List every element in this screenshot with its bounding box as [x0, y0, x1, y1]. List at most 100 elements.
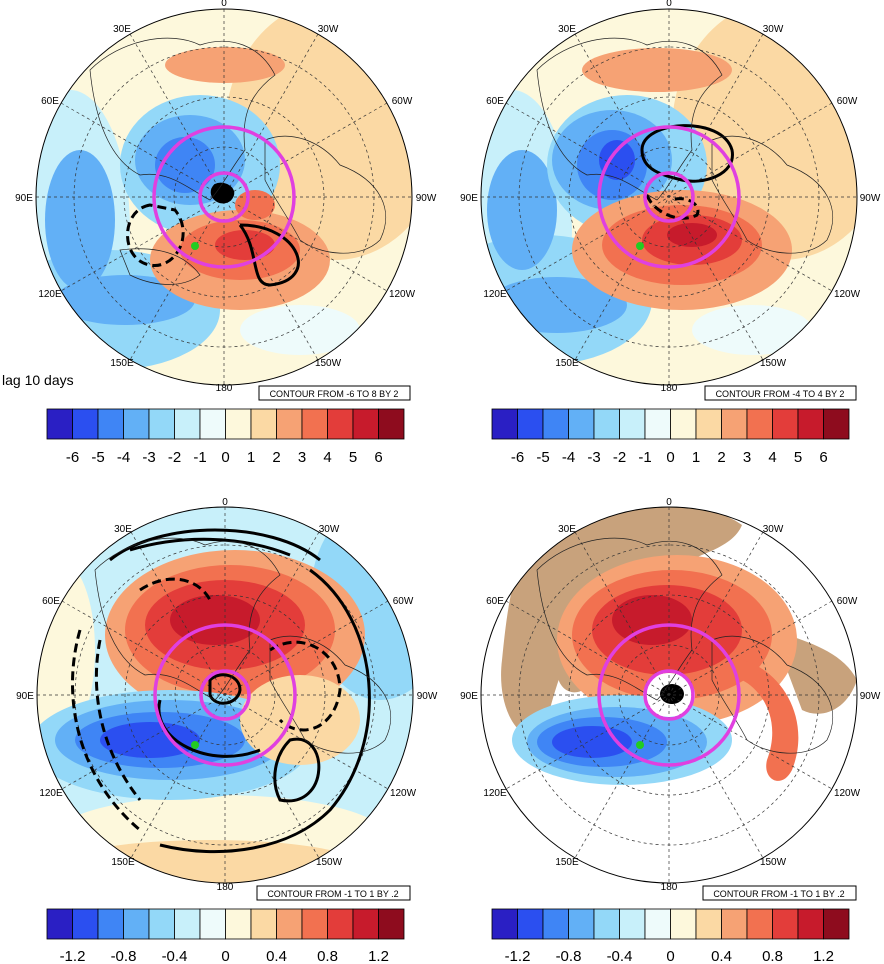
colorbar-tick-label: 1	[692, 449, 700, 466]
colorbar-swatch	[276, 908, 303, 940]
lon-label-150e: 150E	[111, 857, 135, 868]
lon-label-120e: 120E	[38, 289, 62, 300]
lon-label-180: 180	[661, 383, 678, 394]
lon-label-180: 180	[217, 882, 234, 893]
colorbar-swatch	[378, 908, 405, 940]
lon-label-150e: 150E	[110, 358, 134, 369]
lon-label-30e: 30E	[114, 524, 132, 535]
colorbar-tick-label: 2	[717, 449, 725, 466]
colorbar-swatch	[542, 408, 569, 440]
contour-info-box	[704, 385, 857, 401]
lon-label-90e: 90E	[460, 691, 478, 702]
map-border	[36, 506, 414, 884]
contour-info-label: CONTOUR FROM -6 TO 8 BY 2	[270, 389, 399, 399]
colorbar-swatch	[250, 908, 277, 940]
colorbar-tick-label: -0.8	[556, 948, 582, 964]
contour-info-label: CONTOUR FROM -1 TO 1 BY .2	[267, 889, 398, 899]
lon-label-150e: 150E	[555, 857, 579, 868]
contour-info-label: CONTOUR FROM -1 TO 1 BY .2	[713, 889, 844, 899]
colorbar-tick-label: 5	[349, 449, 357, 466]
colorbar-swatch	[695, 908, 722, 940]
colorbar-swatch	[46, 908, 73, 940]
colorbar-swatch	[327, 408, 354, 440]
colorbar-tick-label: -1	[193, 449, 206, 466]
colorbar-swatch	[517, 408, 544, 440]
land-outlines	[94, 537, 392, 754]
colorbar-tick-label: -2	[168, 449, 181, 466]
colorbar-swatch	[352, 408, 379, 440]
colorbar-tick-label: -0.8	[111, 948, 137, 964]
colorbar-swatch	[721, 408, 748, 440]
lon-label-120e: 120E	[39, 788, 63, 799]
colorbar: -6 -5 -4 -3 -2 -1 0 1 2 3 4 5 6	[491, 408, 850, 466]
lon-label-60e: 60E	[486, 96, 504, 107]
colorbar-tick-label: 5	[794, 449, 802, 466]
colorbar-tick-label: 1.2	[813, 948, 834, 964]
colorbar-swatch	[352, 908, 379, 940]
lon-label-120e: 120E	[483, 289, 507, 300]
colorbar-tick-label: 6	[819, 449, 827, 466]
lon-label-150e: 150E	[555, 358, 579, 369]
colorbar-swatch	[46, 408, 73, 440]
colorbar-tick-label: 1	[247, 449, 255, 466]
colorbar-swatch	[517, 908, 544, 940]
colorbar-swatch	[823, 408, 850, 440]
lon-label-90w: 90W	[860, 691, 881, 702]
colorbar-tick-label: -4	[562, 449, 575, 466]
panel-bottom-left: 0 30E 30W 60E 60W 90E 90W 120E 120W 150E…	[16, 497, 438, 964]
map-field-bottom-left	[37, 507, 413, 883]
lon-label-120e: 120E	[483, 788, 507, 799]
lon-label-60w: 60W	[392, 96, 413, 107]
colorbar-swatch	[644, 408, 671, 440]
colorbar-tick-label: 3	[298, 449, 306, 466]
colorbar-tick-label: 0	[221, 449, 229, 466]
green-marker	[191, 741, 199, 749]
lon-label-30w: 30W	[319, 524, 340, 535]
polar-circles	[152, 125, 296, 269]
lon-label-30e: 30E	[558, 24, 576, 35]
colorbar-swatch	[123, 908, 150, 940]
colorbar-tick-label: -1	[638, 449, 651, 466]
colorbar-swatch	[670, 908, 697, 940]
colorbar-swatch	[619, 408, 646, 440]
map-border	[480, 506, 858, 884]
colorbar-swatch	[174, 908, 201, 940]
colorbar-swatch	[301, 908, 328, 940]
lon-label-90w: 90W	[416, 193, 437, 204]
colorbar-tick-label: 4	[768, 449, 776, 466]
polar-circles	[153, 623, 297, 767]
panel-top-right: 0 30E 30W 60E 60W 90E 90W 120E 120W 150E…	[460, 0, 881, 466]
colorbar-swatch	[772, 908, 799, 940]
lon-label-top: 0	[666, 497, 672, 508]
colorbar-swatch	[301, 408, 328, 440]
lon-label-90w: 90W	[860, 193, 881, 204]
lon-label-90e: 90E	[16, 691, 34, 702]
colorbar-tick-label: 1.2	[368, 948, 389, 964]
lon-label-90e: 90E	[15, 193, 33, 204]
colorbar-swatch	[327, 908, 354, 940]
colorbar: -1.2 -0.8 -0.4 0 0.4 0.8 1.2	[491, 908, 850, 964]
colorbar-swatch	[148, 408, 175, 440]
colorbar-tick-label: 4	[323, 449, 331, 466]
colorbar-swatch	[746, 408, 773, 440]
map-border	[480, 8, 858, 386]
lon-label-120w: 120W	[834, 289, 861, 300]
lon-label-60w: 60W	[393, 596, 414, 607]
lon-label-150w: 150W	[316, 857, 343, 868]
colorbar-tick-label: 0	[666, 449, 674, 466]
lon-label-30w: 30W	[763, 524, 784, 535]
colorbar-tick-label: -1.2	[60, 948, 86, 964]
colorbar-tick-label: 3	[743, 449, 751, 466]
colorbar-swatch	[199, 408, 226, 440]
lon-label-90e: 90E	[460, 193, 478, 204]
graticule	[481, 507, 857, 883]
lon-label-120w: 120W	[389, 289, 416, 300]
colorbar-swatch	[123, 408, 150, 440]
lon-label-150w: 150W	[760, 857, 787, 868]
contour-info-box	[258, 385, 411, 401]
lon-label-30e: 30E	[113, 24, 131, 35]
map-field-bottom-right	[481, 507, 857, 883]
contours	[126, 182, 300, 287]
lon-label-top: 0	[221, 0, 227, 9]
colorbar-swatch	[225, 908, 252, 940]
